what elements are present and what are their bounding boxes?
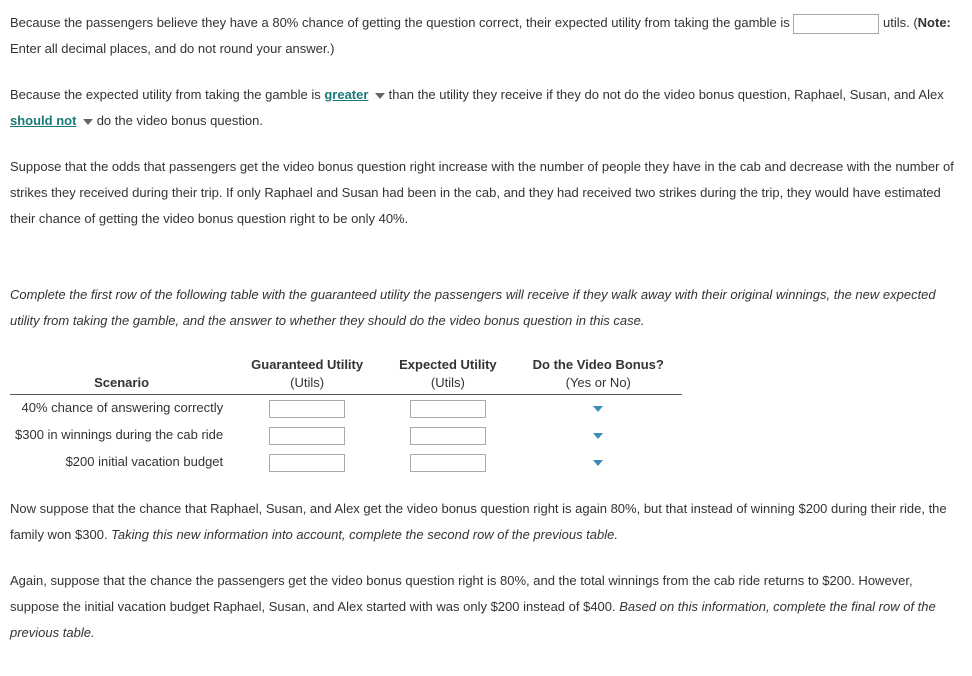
header-do-bonus: Do the Video Bonus?(Yes or No) <box>515 354 682 395</box>
header-scenario: Scenario <box>10 354 233 395</box>
table-row: $200 initial vacation budget <box>10 449 682 476</box>
paragraph-4: Complete the first row of the following … <box>10 282 962 334</box>
dropdown-greater[interactable]: greater <box>324 87 368 102</box>
paragraph-5: Now suppose that the chance that Raphael… <box>10 496 962 548</box>
text-p2-part1: Because the expected utility from taking… <box>10 87 324 102</box>
text-p3: Suppose that the odds that passengers ge… <box>10 159 954 226</box>
do-bonus-dropdown-2[interactable] <box>593 460 603 466</box>
header-guaranteed: Guaranteed Utility(Utils) <box>233 354 381 395</box>
dropdown-arrow-icon[interactable] <box>83 119 93 125</box>
dropdown-should-not[interactable]: should not <box>10 113 76 128</box>
text-p1-note: Enter all decimal places, and do not rou… <box>10 41 334 56</box>
text-p5-italic: Taking this new information into account… <box>111 527 618 542</box>
header-expected: Expected Utility(Utils) <box>381 354 515 395</box>
paragraph-6: Again, suppose that the chance the passe… <box>10 568 962 646</box>
table-row: 40% chance of answering correctly <box>10 395 682 422</box>
table-row: $300 in winnings during the cab ride <box>10 422 682 449</box>
text-p2-part2: than the utility they receive if they do… <box>389 87 944 102</box>
text-p1-units: utils. ( <box>883 15 918 30</box>
do-bonus-dropdown-1[interactable] <box>593 433 603 439</box>
text-p1-part1: Because the passengers believe they have… <box>10 15 793 30</box>
dropdown-arrow-icon[interactable] <box>375 93 385 99</box>
guaranteed-input-0[interactable] <box>269 400 345 418</box>
do-bonus-dropdown-0[interactable] <box>593 406 603 412</box>
expected-input-1[interactable] <box>410 427 486 445</box>
paragraph-2: Because the expected utility from taking… <box>10 82 962 134</box>
paragraph-3: Suppose that the odds that passengers ge… <box>10 154 962 232</box>
text-p2-part3: do the video bonus question. <box>97 113 263 128</box>
expected-input-0[interactable] <box>410 400 486 418</box>
expected-input-2[interactable] <box>410 454 486 472</box>
note-label: Note: <box>918 15 951 30</box>
utils-input[interactable] <box>793 14 879 34</box>
guaranteed-input-1[interactable] <box>269 427 345 445</box>
scenario-cell: $300 in winnings during the cab ride <box>10 422 233 449</box>
guaranteed-input-2[interactable] <box>269 454 345 472</box>
utility-table: Scenario Guaranteed Utility(Utils) Expec… <box>10 354 682 476</box>
text-p4: Complete the first row of the following … <box>10 287 936 328</box>
scenario-cell: 40% chance of answering correctly <box>10 395 233 422</box>
scenario-cell: $200 initial vacation budget <box>10 449 233 476</box>
paragraph-1: Because the passengers believe they have… <box>10 10 962 62</box>
